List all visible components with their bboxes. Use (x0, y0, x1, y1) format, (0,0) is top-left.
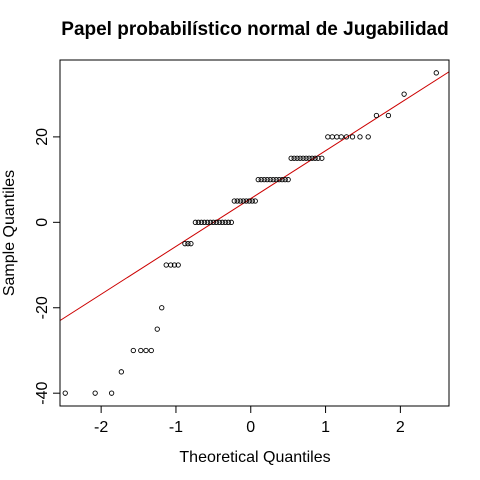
data-point (373, 112, 380, 119)
data-point (338, 134, 344, 140)
data-point (185, 241, 191, 247)
x-tick-label: -1 (169, 419, 183, 436)
data-point (306, 155, 312, 161)
data-point (108, 390, 115, 396)
data-point (219, 219, 225, 225)
x-tick-label: 1 (321, 419, 330, 436)
x-tick-label: 0 (246, 419, 255, 436)
x-axis-label: Theoretical Quantiles (179, 449, 330, 466)
data-point (294, 155, 300, 161)
y-axis: -40 -20 0 20 (34, 128, 60, 405)
data-point (222, 219, 228, 225)
data-point (192, 219, 199, 225)
data-point (249, 198, 255, 204)
data-point (118, 369, 124, 375)
data-point (282, 176, 288, 183)
data-point (234, 198, 240, 204)
y-tick-label: -40 (34, 382, 51, 405)
data-point (349, 134, 356, 140)
data-point (300, 155, 306, 161)
data-point (365, 134, 371, 140)
data-point (264, 176, 270, 183)
data-points (62, 70, 439, 396)
data-point (231, 198, 237, 204)
y-tick-label: 20 (34, 128, 51, 146)
data-point (246, 198, 252, 204)
data-point (276, 176, 282, 183)
x-tick-label: 2 (396, 419, 405, 436)
plot-frame (59, 59, 450, 407)
data-point (154, 326, 160, 332)
plot-region (60, 70, 449, 396)
y-tick-label: -20 (34, 296, 51, 319)
data-point (252, 198, 258, 204)
data-point (270, 176, 276, 183)
data-point (303, 155, 309, 161)
data-point (182, 241, 188, 247)
reference-line (60, 71, 449, 322)
data-point (291, 155, 297, 161)
data-point (188, 241, 194, 247)
data-point (143, 347, 149, 354)
data-point (210, 219, 217, 225)
x-axis: -2 -1 0 1 2 (94, 406, 405, 436)
data-point (319, 155, 325, 161)
data-point (312, 155, 318, 161)
data-point (159, 305, 165, 311)
data-point (228, 219, 234, 225)
data-point (148, 347, 154, 354)
y-tick-label: 0 (34, 218, 51, 227)
data-point (201, 219, 208, 225)
x-tick-label: -2 (94, 419, 108, 436)
chart-title: Papel probabilístico normal de Jugabilid… (61, 19, 448, 40)
data-point (243, 198, 249, 204)
data-point (207, 219, 214, 225)
data-point (168, 262, 174, 268)
data-point (261, 176, 267, 183)
data-point (297, 155, 303, 161)
data-point (163, 262, 169, 268)
data-point (225, 219, 231, 225)
data-point (315, 155, 321, 161)
data-point (171, 262, 178, 268)
data-point (175, 262, 181, 268)
data-point (343, 134, 350, 140)
data-point (213, 219, 219, 225)
data-point (62, 390, 68, 396)
data-point (329, 134, 335, 140)
data-point (267, 176, 273, 183)
data-point (92, 390, 98, 396)
data-point (216, 219, 222, 225)
data-point (240, 198, 246, 204)
data-point (279, 176, 285, 183)
data-point (273, 176, 279, 183)
data-point (288, 155, 294, 161)
data-point (334, 134, 340, 140)
data-point (325, 134, 331, 140)
data-point (433, 70, 439, 76)
data-point (237, 198, 243, 204)
data-point (198, 219, 205, 225)
data-point (285, 176, 291, 183)
data-point (204, 219, 211, 225)
y-axis-label: Sample Quantiles (1, 170, 18, 296)
data-point (138, 347, 144, 354)
data-point (255, 176, 261, 183)
data-point (309, 155, 315, 161)
data-point (385, 112, 392, 119)
data-point (357, 134, 363, 140)
data-point (401, 91, 407, 97)
data-point (130, 347, 136, 354)
data-point (195, 219, 202, 225)
data-point (258, 176, 264, 183)
